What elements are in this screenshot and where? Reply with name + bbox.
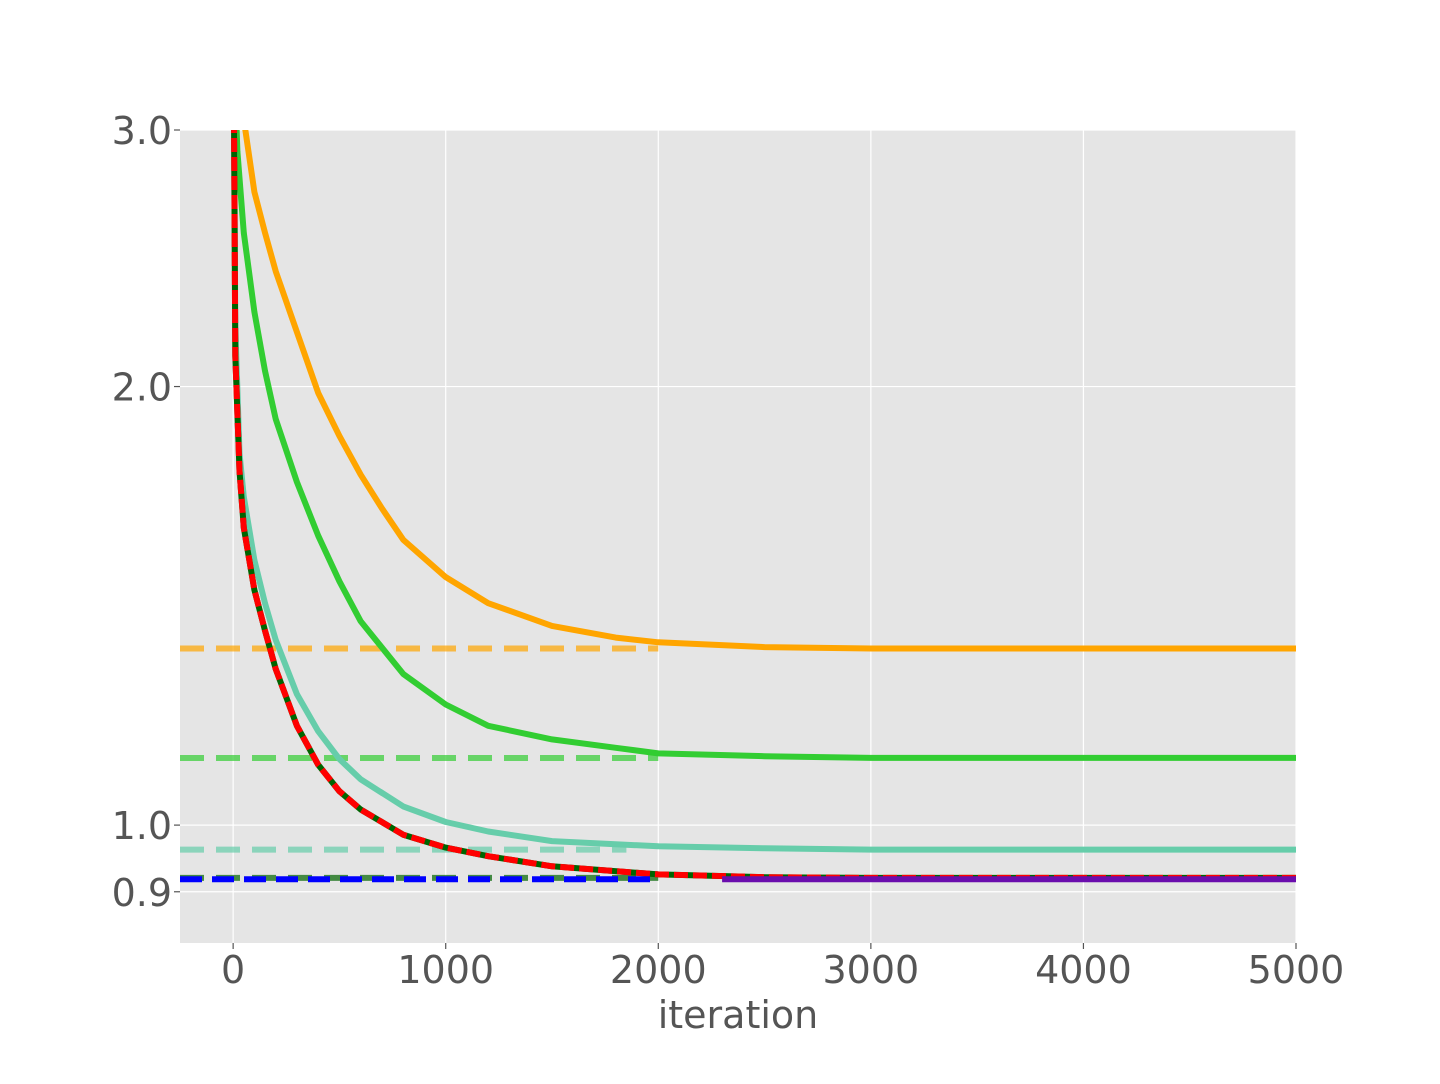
x-axis: 0 1000 2000 3000 4000 5000 [221, 943, 1344, 992]
y-axis: 0.9 1.0 2.0 3.0 [112, 109, 180, 915]
series-line-1 [233, 130, 1296, 761]
x-axis-label: iteration [658, 993, 819, 1037]
y-tick-label: 1.0 [112, 804, 172, 848]
x-tick-label: 5000 [1248, 948, 1345, 992]
y-tick-label: 2.0 [112, 366, 172, 410]
y-tick-label: 3.0 [112, 109, 172, 153]
x-tick-label: 2000 [610, 948, 707, 992]
x-tick-label: 4000 [1035, 948, 1132, 992]
x-tick-label: 1000 [397, 948, 494, 992]
series-line-0 [242, 130, 1296, 652]
series-layer [180, 130, 1296, 883]
plot-background [180, 130, 1296, 943]
x-tick-label: 0 [221, 948, 245, 992]
series-line-2 [231, 130, 1296, 853]
x-tick-label: 3000 [822, 948, 919, 992]
series-line-4 [231, 130, 1296, 881]
y-tick-label: 0.9 [112, 871, 172, 915]
grid-layer [180, 129, 1297, 943]
